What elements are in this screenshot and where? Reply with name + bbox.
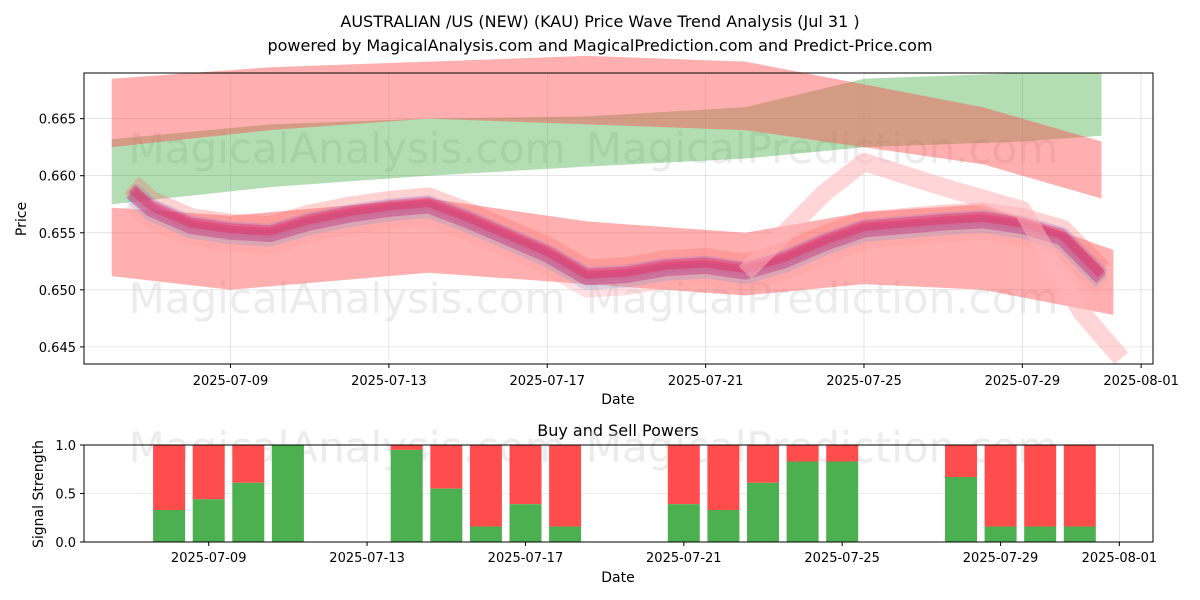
- signal-x-tick-label: 2025-07-21: [646, 551, 722, 566]
- buy-power-bar: [549, 526, 582, 542]
- buy-power-bar: [945, 477, 977, 542]
- price-y-tick-label: 0.645: [39, 341, 76, 356]
- watermark-text: MagicalPrediction.com: [586, 274, 1059, 323]
- sell-power-bar: [430, 445, 463, 489]
- signal-bars: [153, 445, 1096, 542]
- buy-power-bar: [707, 510, 740, 542]
- price-wave-line: [124, 176, 1110, 282]
- price-y-tick-label: 0.665: [39, 113, 76, 128]
- price-x-ticks: 2025-07-09 2025-07-13 2025-07-17 2025-07-21…: [193, 364, 1179, 389]
- chart-subtitle: powered by MagicalAnalysis.com and Magic…: [267, 36, 932, 55]
- sell-power-bar: [945, 445, 977, 477]
- price-watermarks: MagicalAnalysis.com MagicalPrediction.com…: [129, 124, 1059, 323]
- sell-power-bar: [1024, 445, 1057, 527]
- price-y-tick-label: 0.660: [39, 170, 76, 185]
- price-wave-line: [126, 187, 1107, 286]
- price-wave-line: [128, 184, 1106, 279]
- buy-power-bar: [469, 526, 502, 542]
- signal-x-tick-label: 2025-07-25: [804, 551, 880, 566]
- price-wave-line: [125, 183, 1108, 286]
- sell-power-bar: [826, 445, 859, 462]
- buy-power-bar: [1024, 526, 1057, 542]
- signal-y-ticks: 0.0 0.5 1.0: [55, 439, 84, 551]
- sell-power-bar: [232, 445, 265, 483]
- sell-power-bar: [786, 445, 819, 462]
- price-wave-line: [126, 190, 1108, 290]
- price-y-axis-label: Price: [14, 202, 30, 236]
- price-axes-frame: [83, 72, 1154, 365]
- sell-power-bar: [549, 445, 582, 527]
- buy-power-bar: [153, 510, 186, 542]
- buy-power-bar: [786, 461, 819, 542]
- green-trend-band: [111, 73, 1102, 205]
- watermark-text: MagicalAnalysis.com: [129, 274, 566, 323]
- sell-power-bar: [667, 445, 700, 505]
- signal-x-tick-label: 2025-07-17: [488, 551, 564, 566]
- price-bands: [111, 55, 1114, 315]
- signal-panel: Buy and Sell Powers MagicalAnalysis.com M…: [31, 421, 1157, 586]
- signal-y-tick-label: 0.5: [55, 488, 76, 503]
- watermark-text: MagicalPrediction.com: [586, 124, 1059, 173]
- signal-x-ticks: 2025-07-09 2025-07-13 2025-07-17 2025-07-21…: [171, 542, 1157, 566]
- signal-x-tick-label: 2025-08-01: [1082, 551, 1158, 566]
- chart-title: AUSTRALIAN /US (NEW) (KAU) Price Wave Tr…: [340, 12, 859, 31]
- price-wave-lines: [124, 153, 1129, 365]
- sell-power-bar: [1063, 445, 1096, 527]
- price-wave-line: [124, 194, 1109, 298]
- price-x-tick-label: 2025-07-09: [193, 374, 269, 389]
- buy-power-bar: [667, 504, 700, 542]
- sell-power-bar: [153, 445, 186, 510]
- price-projection-line: [738, 153, 1129, 365]
- signal-panel-title: Buy and Sell Powers: [537, 421, 699, 440]
- buy-power-bar: [509, 504, 542, 542]
- price-x-tick-label: 2025-07-21: [668, 374, 744, 389]
- buy-power-bar: [1063, 526, 1096, 542]
- price-x-tick-label: 2025-07-13: [351, 374, 427, 389]
- buy-power-bar: [747, 482, 779, 542]
- signal-x-tick-label: 2025-07-13: [329, 551, 405, 566]
- buy-power-bar: [390, 449, 423, 542]
- signal-y-axis-label: Signal Strength: [31, 440, 47, 548]
- price-y-ticks: 0.645 0.650 0.655 0.660 0.665: [39, 113, 84, 356]
- price-x-axis-label: Date: [601, 392, 634, 408]
- buy-power-bar: [192, 499, 225, 542]
- buy-power-bar: [430, 488, 463, 542]
- price-x-tick-label: 2025-08-01: [1103, 374, 1179, 389]
- sell-power-bar: [469, 445, 502, 527]
- buy-power-bar: [271, 445, 304, 542]
- signal-x-tick-label: 2025-07-29: [963, 551, 1039, 566]
- sell-power-bar: [390, 445, 423, 450]
- price-y-tick-label: 0.650: [39, 284, 76, 299]
- price-x-tick-label: 2025-07-29: [985, 374, 1061, 389]
- red-trend-band: [111, 55, 1102, 199]
- sell-power-bar: [192, 445, 225, 500]
- price-y-tick-label: 0.655: [39, 227, 76, 242]
- signal-x-tick-label: 2025-07-09: [171, 551, 247, 566]
- buy-power-bar: [232, 482, 265, 542]
- sell-power-bar: [509, 445, 542, 505]
- watermark-text: MagicalAnalysis.com: [129, 124, 566, 173]
- price-panel: MagicalAnalysis.com MagicalPrediction.com…: [14, 55, 1179, 408]
- sell-power-bar: [984, 445, 1017, 527]
- red-trend-band: [111, 198, 1114, 315]
- signal-y-tick-label: 1.0: [55, 439, 76, 454]
- sell-power-bar: [747, 445, 779, 483]
- signal-watermarks: MagicalAnalysis.com MagicalPrediction.com: [129, 423, 1059, 472]
- watermark-text: MagicalPrediction.com: [586, 423, 1059, 472]
- price-x-tick-label: 2025-07-17: [509, 374, 585, 389]
- buy-power-bar: [826, 461, 859, 542]
- sell-power-bar: [707, 445, 740, 510]
- buy-power-bar: [984, 526, 1017, 542]
- signal-x-axis-label: Date: [601, 570, 634, 586]
- price-x-tick-label: 2025-07-25: [826, 374, 902, 389]
- signal-y-tick-label: 0.0: [55, 536, 76, 551]
